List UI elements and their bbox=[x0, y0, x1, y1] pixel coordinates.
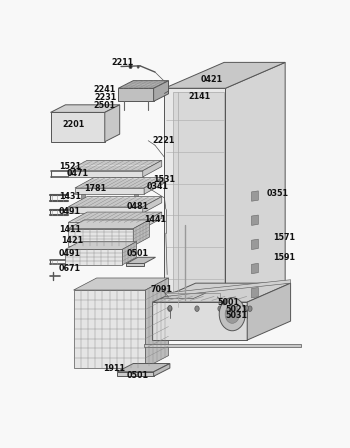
Polygon shape bbox=[143, 212, 162, 228]
Text: 1421: 1421 bbox=[61, 236, 84, 245]
Polygon shape bbox=[252, 263, 258, 274]
Polygon shape bbox=[252, 191, 258, 201]
Polygon shape bbox=[165, 280, 290, 297]
Polygon shape bbox=[68, 223, 143, 228]
Polygon shape bbox=[154, 363, 170, 376]
Text: 0491: 0491 bbox=[59, 207, 80, 216]
Text: 0471: 0471 bbox=[67, 169, 89, 178]
Polygon shape bbox=[173, 92, 224, 307]
Polygon shape bbox=[252, 215, 258, 225]
Polygon shape bbox=[143, 197, 162, 213]
Polygon shape bbox=[117, 372, 154, 376]
Text: 2141: 2141 bbox=[189, 92, 211, 101]
Polygon shape bbox=[74, 290, 146, 368]
Polygon shape bbox=[118, 88, 154, 101]
Polygon shape bbox=[68, 197, 162, 207]
Polygon shape bbox=[164, 88, 225, 311]
Circle shape bbox=[168, 306, 172, 310]
Polygon shape bbox=[152, 283, 290, 302]
Circle shape bbox=[245, 306, 248, 310]
Text: 0351: 0351 bbox=[266, 189, 288, 198]
Polygon shape bbox=[75, 188, 144, 194]
Polygon shape bbox=[247, 283, 290, 340]
Polygon shape bbox=[117, 363, 170, 372]
Circle shape bbox=[168, 306, 172, 311]
Polygon shape bbox=[68, 212, 162, 223]
Text: 1411: 1411 bbox=[59, 225, 80, 234]
Polygon shape bbox=[81, 194, 85, 207]
Text: 1521: 1521 bbox=[59, 162, 81, 171]
Polygon shape bbox=[144, 344, 301, 347]
Circle shape bbox=[221, 306, 225, 310]
Polygon shape bbox=[146, 278, 169, 368]
Polygon shape bbox=[118, 81, 169, 88]
Polygon shape bbox=[65, 241, 136, 250]
Circle shape bbox=[225, 305, 239, 323]
Text: 0481: 0481 bbox=[126, 202, 149, 211]
Circle shape bbox=[219, 297, 245, 331]
Text: 1441: 1441 bbox=[144, 215, 166, 224]
Text: 5031: 5031 bbox=[225, 311, 247, 320]
Text: 0671: 0671 bbox=[59, 264, 80, 273]
Text: 1571: 1571 bbox=[273, 233, 295, 242]
Polygon shape bbox=[252, 239, 258, 250]
Polygon shape bbox=[133, 220, 149, 246]
Polygon shape bbox=[68, 171, 143, 177]
Circle shape bbox=[129, 65, 132, 69]
Text: 1431: 1431 bbox=[59, 192, 80, 201]
Circle shape bbox=[137, 65, 139, 68]
Polygon shape bbox=[68, 207, 143, 213]
Text: 1591: 1591 bbox=[273, 254, 295, 263]
Polygon shape bbox=[68, 160, 162, 171]
Text: 2201: 2201 bbox=[63, 120, 85, 129]
Text: 5001: 5001 bbox=[217, 298, 239, 307]
Polygon shape bbox=[225, 62, 285, 311]
Text: 0341: 0341 bbox=[147, 182, 169, 191]
Text: 0491: 0491 bbox=[59, 250, 80, 258]
Polygon shape bbox=[122, 241, 136, 265]
Polygon shape bbox=[143, 160, 162, 177]
Text: 2231: 2231 bbox=[95, 94, 117, 103]
Circle shape bbox=[218, 306, 222, 311]
Polygon shape bbox=[160, 293, 206, 299]
Polygon shape bbox=[65, 250, 122, 265]
Polygon shape bbox=[74, 278, 169, 290]
Polygon shape bbox=[164, 62, 285, 88]
Circle shape bbox=[195, 306, 199, 311]
Text: 1911: 1911 bbox=[104, 364, 125, 373]
Polygon shape bbox=[105, 105, 120, 142]
Circle shape bbox=[223, 301, 226, 305]
Circle shape bbox=[248, 306, 252, 311]
Text: 1781: 1781 bbox=[84, 185, 106, 194]
Polygon shape bbox=[68, 220, 149, 228]
Polygon shape bbox=[75, 177, 163, 188]
Polygon shape bbox=[252, 288, 258, 298]
Polygon shape bbox=[154, 81, 169, 101]
Text: 0501: 0501 bbox=[126, 249, 148, 258]
Polygon shape bbox=[50, 112, 105, 142]
Polygon shape bbox=[68, 228, 133, 246]
Polygon shape bbox=[152, 302, 247, 340]
Text: 2501: 2501 bbox=[93, 101, 116, 110]
Polygon shape bbox=[50, 105, 120, 112]
Text: 7091: 7091 bbox=[151, 284, 173, 293]
Text: 0501: 0501 bbox=[126, 371, 148, 380]
Polygon shape bbox=[126, 263, 144, 266]
Text: 2221: 2221 bbox=[152, 136, 175, 145]
Text: 0421: 0421 bbox=[201, 75, 223, 84]
Polygon shape bbox=[126, 257, 155, 263]
Text: 2241: 2241 bbox=[93, 86, 116, 95]
Text: 1531: 1531 bbox=[154, 175, 176, 184]
Polygon shape bbox=[134, 194, 138, 207]
Circle shape bbox=[69, 171, 72, 175]
Text: 2211: 2211 bbox=[111, 58, 133, 67]
Polygon shape bbox=[144, 177, 163, 194]
Text: 5021: 5021 bbox=[225, 305, 247, 314]
